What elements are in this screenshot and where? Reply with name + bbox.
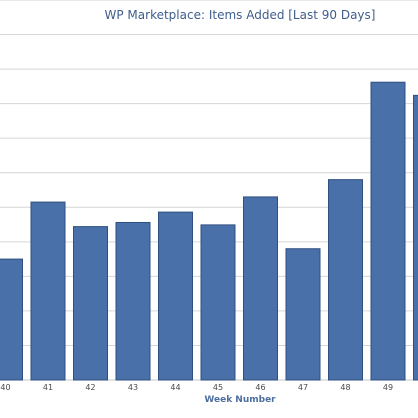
- x-tick-label: 49: [383, 383, 393, 392]
- x-tick-label: 46: [255, 383, 265, 392]
- bar-week-44[interactable]: [158, 211, 193, 381]
- x-tick-label: 43: [128, 383, 138, 392]
- x-tick-label: 48: [340, 383, 350, 392]
- bar-week-49[interactable]: [370, 81, 406, 381]
- x-tick-labels: 4041424344454647484950: [0, 383, 393, 392]
- bar-week-40[interactable]: [0, 258, 23, 381]
- bar-week-46[interactable]: [243, 196, 278, 381]
- x-tick-label: 40: [0, 383, 10, 392]
- bar-week-42[interactable]: [73, 226, 108, 381]
- x-tick-label: 47: [298, 383, 308, 392]
- x-tick-label: 45: [213, 383, 223, 392]
- bar-week-47[interactable]: [285, 248, 321, 381]
- x-tick-label: 44: [170, 383, 180, 392]
- x-tick-label: 41: [43, 383, 53, 392]
- bars: [0, 81, 418, 381]
- bar-week-50[interactable]: [413, 94, 418, 381]
- x-axis-label: Week Number: [204, 395, 276, 405]
- bar-week-45[interactable]: [200, 224, 236, 381]
- bar-week-41[interactable]: [30, 201, 66, 381]
- bar-week-48[interactable]: [328, 179, 363, 381]
- chart-title: WP Marketplace: Items Added [Last 90 Day…: [104, 8, 376, 22]
- x-tick-label: 42: [85, 383, 95, 392]
- bar-week-43[interactable]: [115, 221, 151, 381]
